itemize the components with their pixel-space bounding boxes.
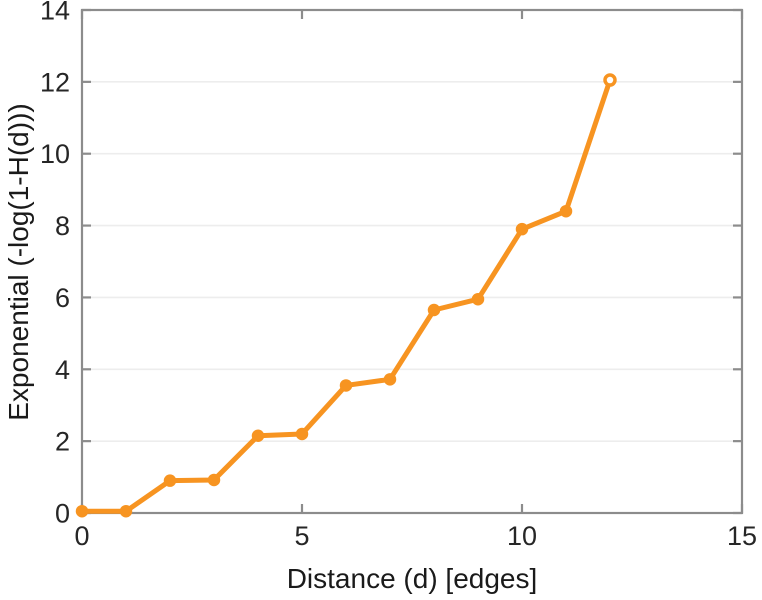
x-tick-label: 15 — [727, 521, 757, 551]
data-point-marker — [603, 73, 617, 87]
y-axis-tick-labels: 0 2 4 6 8 10 12 14 — [40, 0, 70, 529]
y-axis-ticks — [82, 8, 742, 515]
data-point-marker — [471, 292, 485, 306]
y-tick-label: 12 — [40, 67, 70, 97]
y-tick-label: 8 — [55, 211, 70, 241]
x-axis-tick-labels: 0 5 10 15 — [74, 521, 757, 551]
data-point-marker — [559, 204, 573, 218]
data-point-marker — [75, 504, 89, 518]
y-tick-label: 14 — [40, 0, 70, 26]
data-series-layer — [75, 73, 617, 518]
plot-box — [80, 8, 744, 515]
data-point-marker — [207, 473, 221, 487]
y-tick-label: 6 — [55, 283, 70, 313]
data-point-marker — [295, 427, 309, 441]
y-axis-title: Exponential (-log(1-H(d))) — [3, 103, 34, 420]
data-point-marker — [515, 222, 529, 236]
y-tick-label: 10 — [40, 139, 70, 169]
x-axis-ticks — [80, 10, 744, 513]
axis-frame — [80, 8, 744, 515]
series-line — [79, 77, 613, 514]
grid-lines — [82, 81, 742, 442]
x-tick-label: 0 — [74, 521, 89, 551]
y-tick-label: 2 — [55, 427, 70, 457]
data-point-marker — [383, 373, 397, 386]
x-tick-label: 5 — [294, 521, 309, 551]
y-tick-label: 4 — [55, 355, 70, 385]
data-point-marker — [163, 474, 177, 487]
data-point-marker — [339, 379, 353, 392]
x-axis-title: Distance (d) [edges] — [287, 563, 538, 594]
data-point-marker — [119, 504, 133, 518]
data-point-marker — [427, 303, 441, 317]
data-point-marker — [251, 429, 265, 443]
x-tick-label: 10 — [507, 521, 537, 551]
y-tick-label: 0 — [55, 499, 70, 529]
